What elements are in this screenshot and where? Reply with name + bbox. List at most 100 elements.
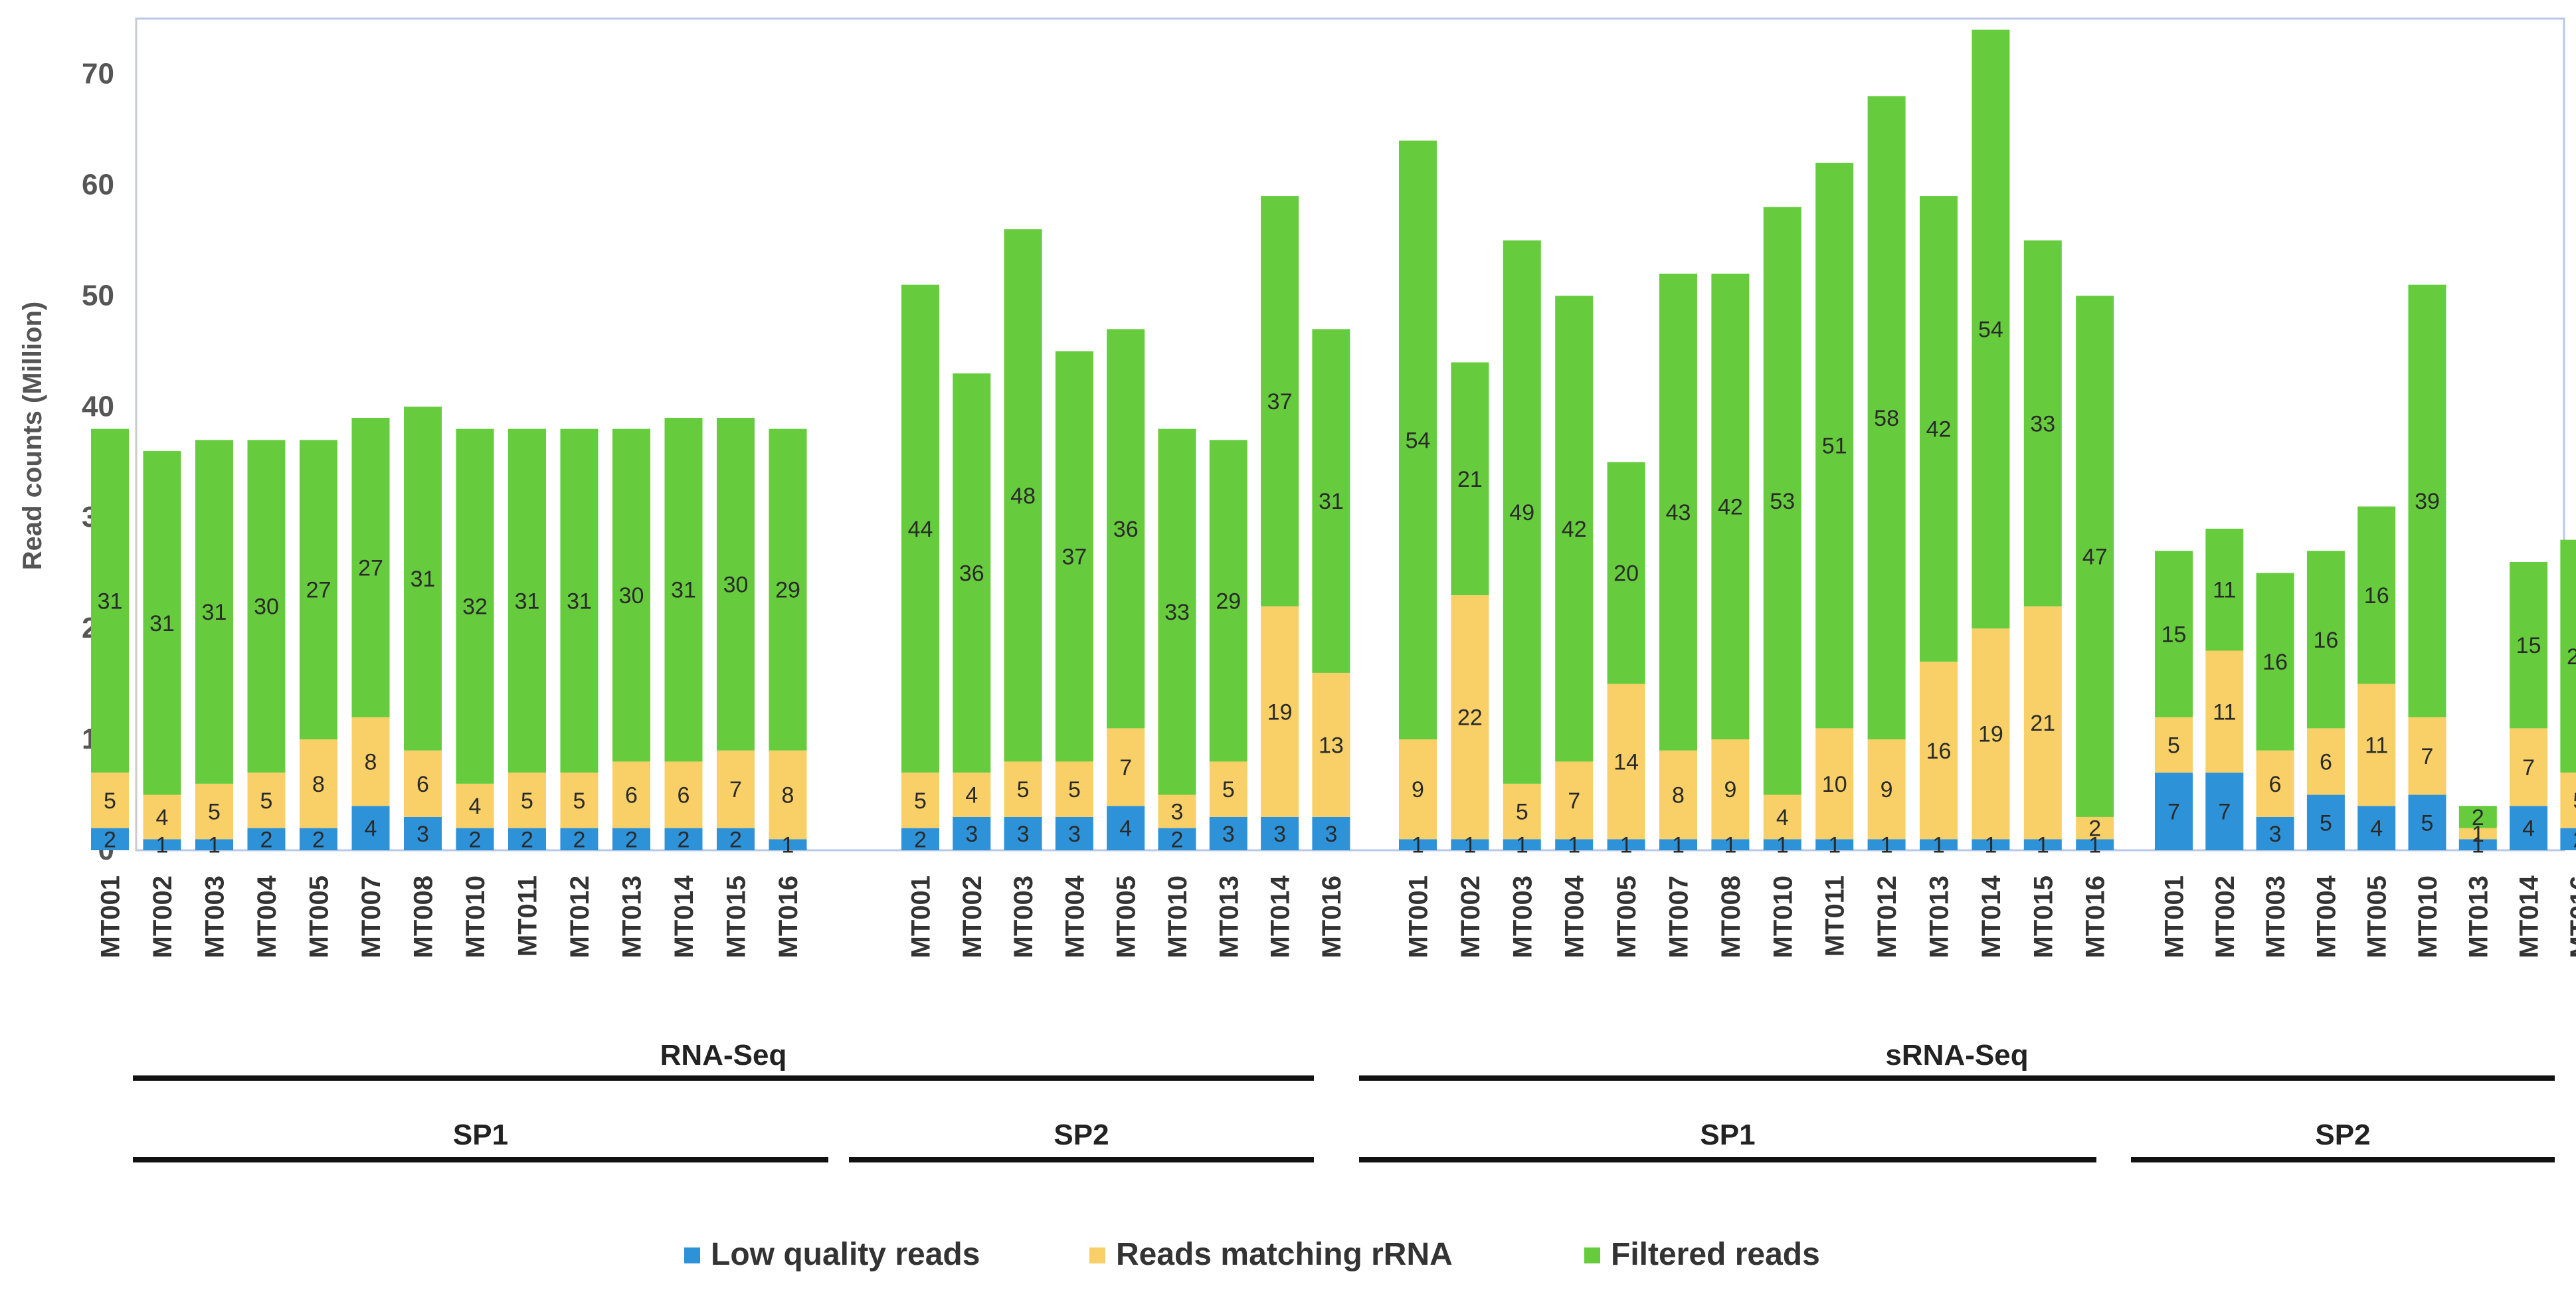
data-label-rrna: 8 (1672, 783, 1685, 808)
x-tick-label: MT016 (774, 875, 803, 959)
bar-segment-rrna (1920, 662, 1958, 840)
bar-segment-rrna (1107, 728, 1145, 806)
bar-segment-rrna (612, 761, 650, 828)
data-label-rrna: 7 (729, 777, 742, 802)
data-label-filtered: 20 (1613, 561, 1639, 587)
data-label-low: 3 (1222, 822, 1235, 847)
data-label-low: 5 (2421, 810, 2434, 836)
data-label-filtered: 42 (1926, 417, 1952, 442)
bar-segment-low (1815, 839, 1854, 850)
site-label: SP2 (1054, 1119, 1109, 1151)
data-label-rrna: 5 (2573, 788, 2576, 814)
bar-segment-low (1399, 839, 1437, 850)
data-label-filtered: 53 (1770, 489, 1795, 514)
data-label-rrna: 5 (208, 800, 221, 825)
bar-segment-filtered (247, 440, 286, 773)
x-tick-label: MT013 (618, 875, 647, 959)
data-label-rrna: 8 (782, 783, 794, 808)
data-label-rrna: 6 (2269, 772, 2282, 797)
data-label-filtered: 39 (2415, 489, 2440, 514)
data-label-filtered: 36 (1113, 517, 1139, 542)
data-label-filtered: 37 (1267, 389, 1293, 415)
data-label-rrna: 4 (965, 783, 978, 808)
data-label-rrna: 5 (521, 788, 533, 814)
data-label-filtered: 32 (462, 595, 488, 620)
x-tick-label: MT005 (305, 875, 334, 959)
data-label-low: 2 (573, 827, 586, 852)
data-label-filtered: 36 (959, 561, 984, 587)
bars (91, 29, 2576, 850)
data-label-filtered: 58 (1874, 406, 1899, 431)
data-label-filtered: 42 (1718, 495, 1743, 520)
x-tick-label: MT008 (1716, 875, 1746, 959)
bar-segment-rrna (1867, 739, 1906, 840)
data-label-filtered: 30 (619, 583, 644, 608)
bar-segment-filtered (1312, 329, 1350, 673)
y-tick-label: 40 (82, 390, 114, 422)
data-label-filtered: 31 (515, 589, 540, 614)
x-tick-label: MT002 (958, 875, 987, 959)
x-tick-label: MT012 (565, 875, 595, 959)
bar-segment-low (1158, 828, 1196, 850)
bar-segment-low (1711, 839, 1750, 850)
data-label-low: 1 (156, 833, 169, 858)
x-tick-label: MT016 (2565, 875, 2576, 959)
bar-segment-filtered (300, 440, 337, 740)
data-label-filtered: 33 (1164, 600, 1190, 625)
x-tick-label: MT001 (1404, 875, 1433, 959)
data-label-rrna: 5 (2167, 733, 2180, 758)
data-label-rrna: 5 (104, 788, 116, 814)
data-label-filtered: 31 (149, 611, 175, 636)
bar-segment-rrna (560, 773, 598, 828)
legend-swatch-filtered (1584, 1247, 1600, 1263)
bar-segment-rrna (1659, 750, 1697, 840)
data-label-low: 1 (1932, 833, 1945, 858)
legend: Low quality reads Reads matching rRNA Filt… (684, 1237, 1820, 1272)
bar-segment-filtered (508, 428, 546, 773)
data-label-low: 1 (1463, 833, 1476, 858)
data-label-filtered: 49 (1509, 500, 1534, 525)
bar-segment-filtered (1451, 362, 1489, 596)
data-label-filtered: 31 (671, 578, 696, 603)
data-label-filtered: 16 (2262, 650, 2288, 675)
x-tick-label: MT007 (1665, 875, 1694, 959)
x-tick-label: MT016 (1317, 875, 1346, 959)
data-label-low: 2 (678, 827, 690, 852)
bar-segment-rrna (769, 750, 807, 840)
bar-segment-filtered (2510, 561, 2548, 729)
data-label-filtered: 51 (1822, 434, 1847, 459)
y-tick-label: 70 (82, 57, 114, 90)
bar-segment-filtered (2205, 528, 2244, 651)
bar-segment-filtered (1004, 229, 1042, 762)
data-label-low: 2 (729, 827, 742, 852)
bar-segment-rrna (1055, 761, 1093, 817)
data-label-low: 7 (2218, 800, 2231, 825)
data-label-low: 5 (2320, 810, 2332, 836)
data-label-rrna: 7 (1119, 755, 1132, 781)
bar-segment-low (1451, 839, 1489, 850)
data-label-low: 4 (365, 816, 377, 842)
bar-segment-low (953, 816, 991, 850)
data-label-filtered: 29 (1216, 589, 1241, 614)
x-tick-label: MT004 (1060, 875, 1089, 958)
x-tick-label: MT010 (1768, 875, 1797, 959)
data-label-low: 1 (208, 833, 221, 858)
data-label-filtered: 30 (254, 595, 279, 620)
bar-segment-low (143, 839, 181, 850)
x-tick-label: MT002 (2211, 875, 2240, 959)
data-label-rrna: 16 (1926, 739, 1952, 764)
site-label: SP1 (1700, 1119, 1755, 1151)
bar-segment-low (2205, 773, 2244, 850)
data-label-filtered: 31 (567, 589, 592, 614)
data-label-low: 1 (2088, 833, 2101, 858)
data-label-low: 4 (2522, 816, 2535, 842)
bar-segment-filtered (2408, 284, 2446, 717)
bar-segment-filtered (1209, 440, 1247, 762)
data-label-low: 2 (260, 827, 273, 852)
bar-segment-rrna (2023, 606, 2062, 840)
data-label-low: 3 (965, 822, 978, 847)
data-label-rrna: 9 (1412, 777, 1424, 802)
data-label-filtered: 44 (908, 517, 933, 542)
data-label-filtered: 27 (358, 555, 383, 581)
bar-segment-rrna (2560, 773, 2576, 828)
